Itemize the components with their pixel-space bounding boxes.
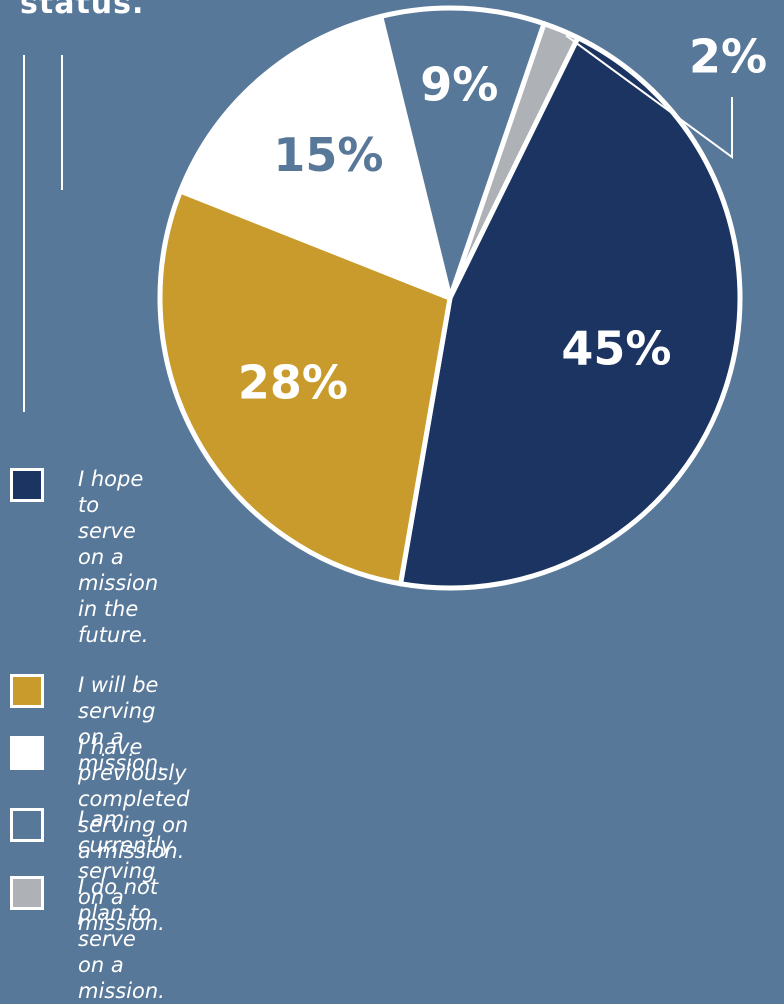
decorative-lines [23, 55, 63, 412]
slice-value-label: 15% [273, 128, 383, 182]
pie-slice [378, 5, 547, 301]
leader-line [565, 34, 733, 159]
slice-value-label: 2% [689, 30, 767, 84]
slice-value-label: 45% [561, 322, 671, 376]
slice-value-label: 28% [238, 356, 348, 410]
slice-value-label: 9% [420, 58, 498, 112]
pie-chart: 2% 45% 28% 15% 9% [23, 5, 767, 591]
chart-title-fragment: status. [20, 0, 145, 21]
pie-slice [177, 13, 453, 301]
pie-slice [398, 35, 743, 591]
pie-slice [157, 188, 453, 587]
